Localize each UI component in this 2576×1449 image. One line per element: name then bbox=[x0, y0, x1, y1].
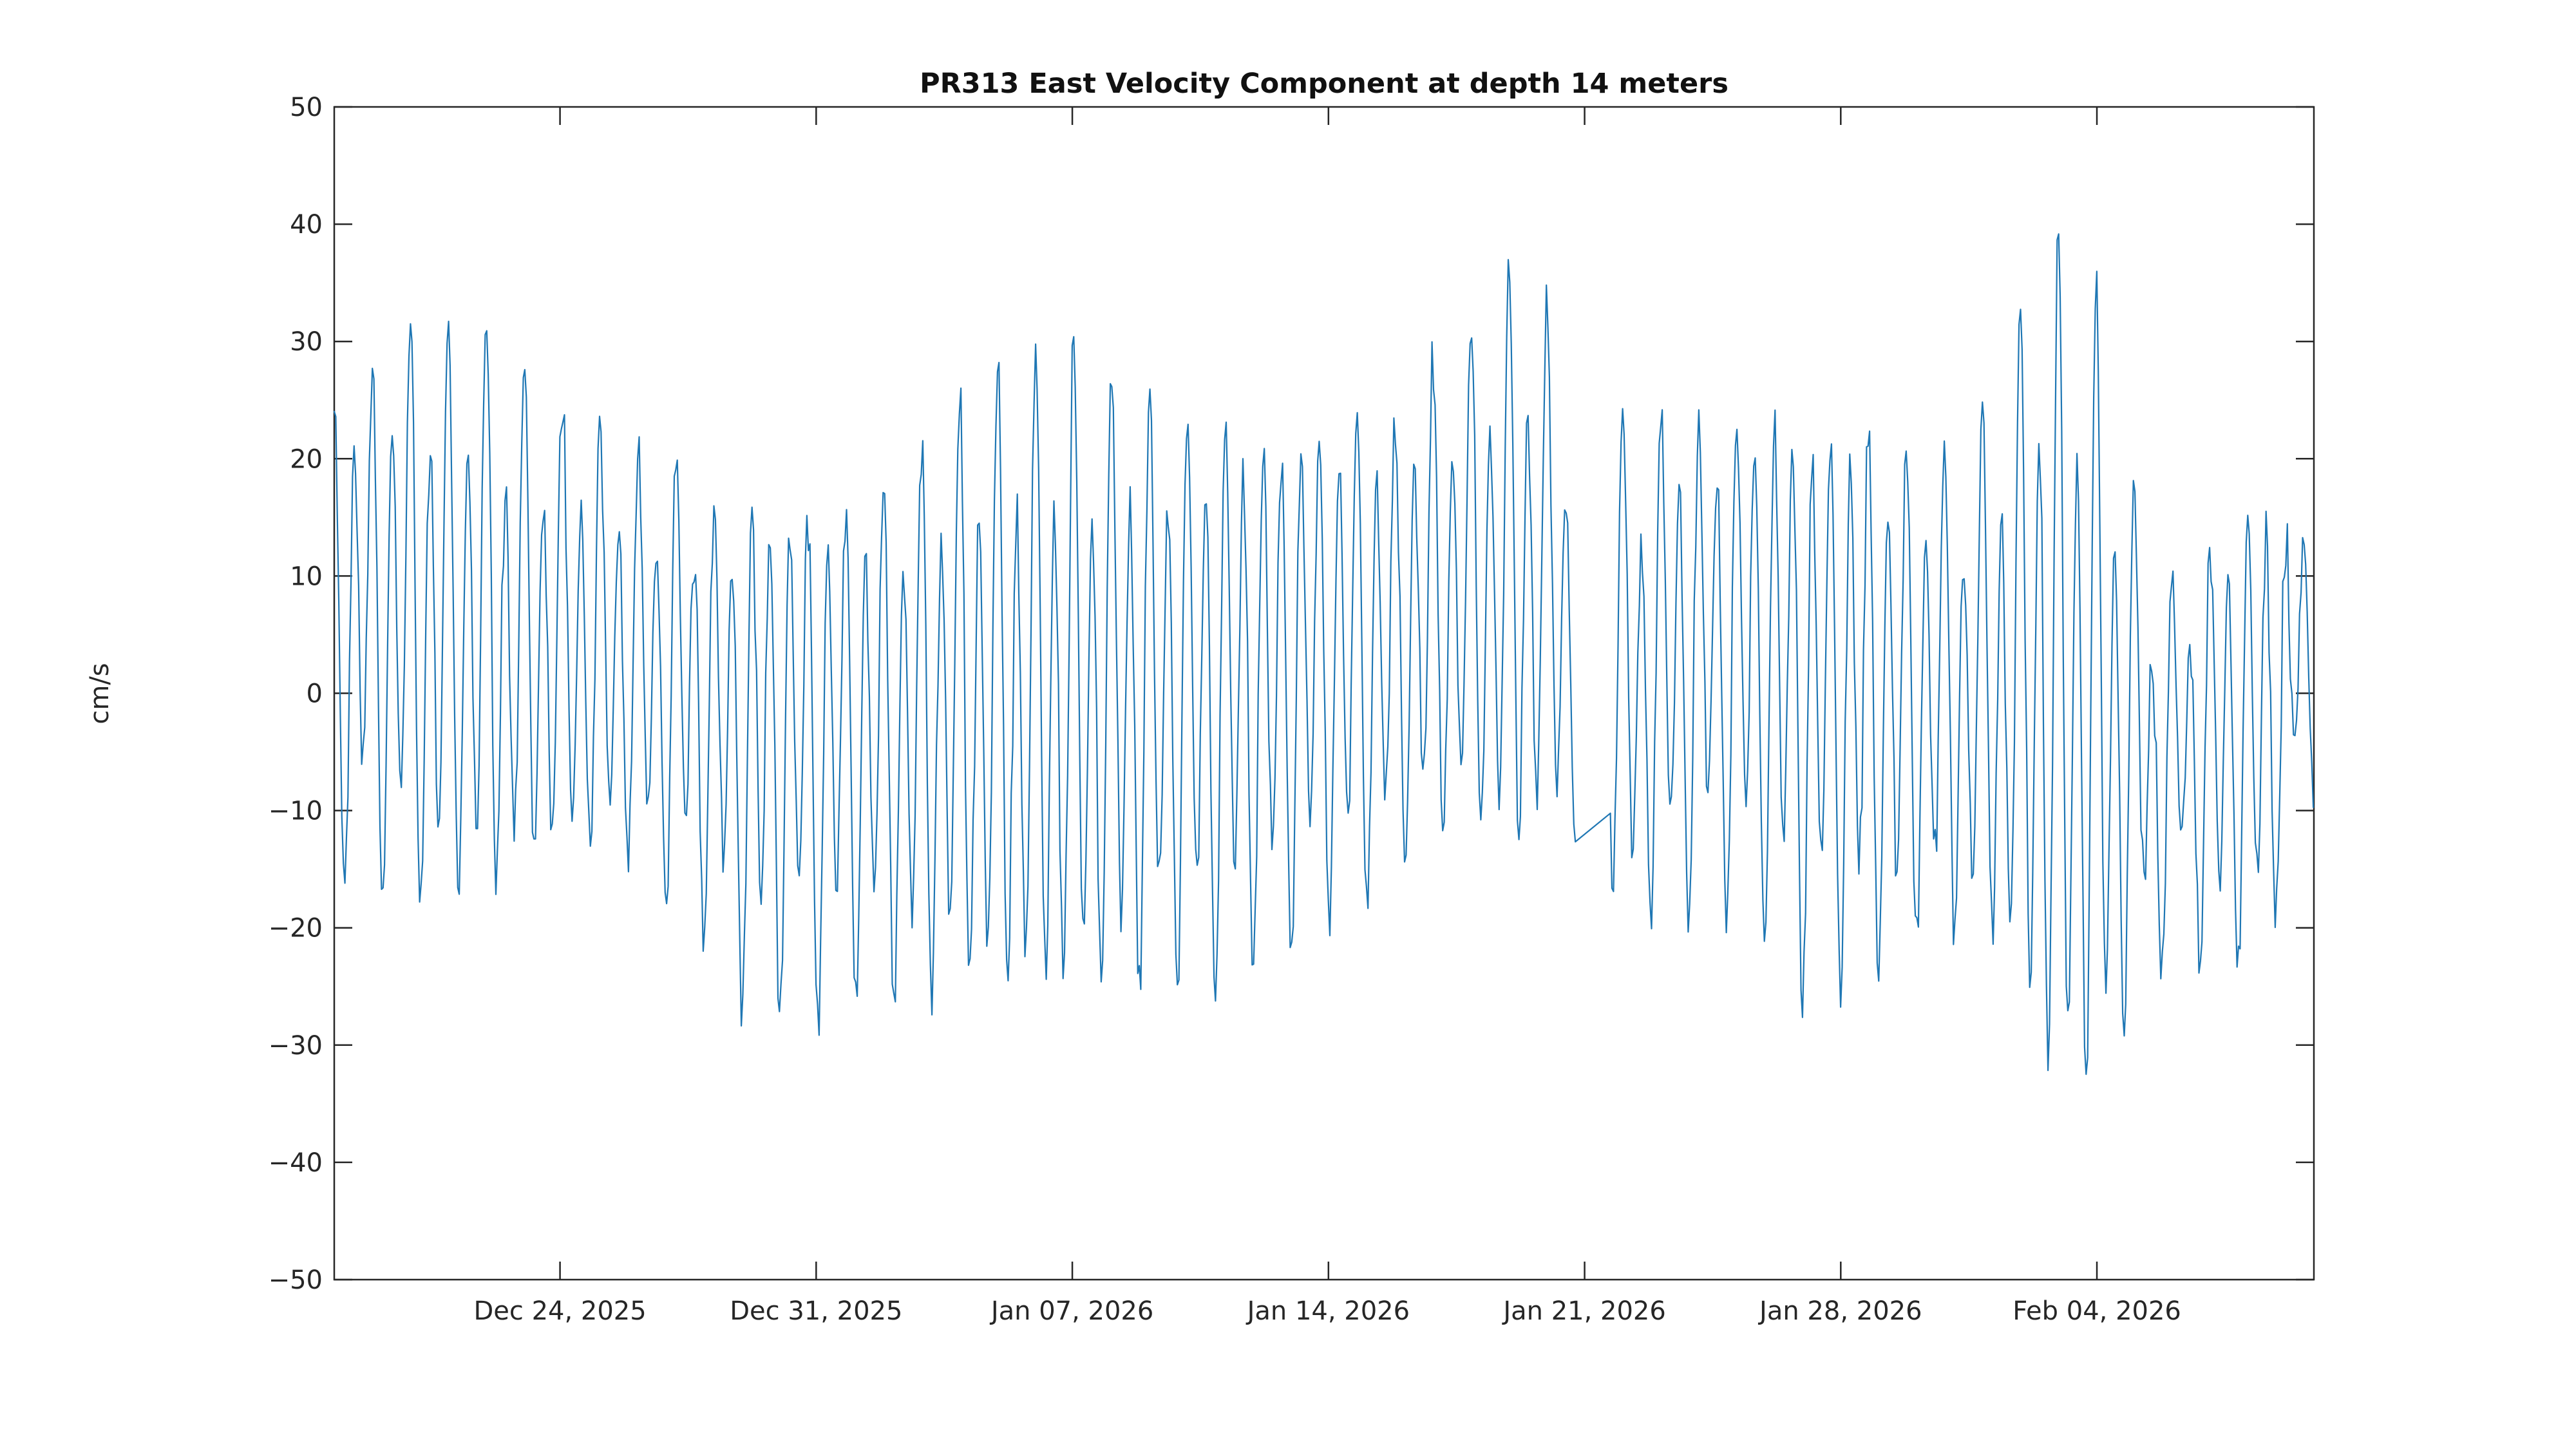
velocity-line bbox=[333, 233, 2315, 1075]
x-axis-tick-labels: Dec 24, 2025 Dec 31, 2025 Jan 07, 2026 Jan … bbox=[473, 1296, 2181, 1326]
y-tick-label: −50 bbox=[269, 1265, 323, 1295]
x-tick-label: Jan 28, 2026 bbox=[1757, 1296, 1922, 1326]
y-tick-label: −20 bbox=[269, 914, 323, 943]
chart-title: PR313 East Velocity Component at depth 1… bbox=[920, 68, 1728, 100]
y-tick-label: 50 bbox=[290, 93, 323, 122]
y-axis-tick-labels: 50 40 30 20 10 0 −10 −20 −30 −40 −50 bbox=[269, 93, 323, 1295]
y-axis-label: cm/s bbox=[85, 663, 115, 724]
axis-ticks bbox=[334, 106, 2314, 1281]
y-tick-label: −30 bbox=[269, 1031, 323, 1061]
x-tick-label: Dec 24, 2025 bbox=[473, 1296, 646, 1326]
y-tick-label: 0 bbox=[307, 679, 323, 709]
x-tick-label: Jan 14, 2026 bbox=[1245, 1296, 1410, 1326]
x-tick-label: Dec 31, 2025 bbox=[730, 1296, 902, 1326]
x-tick-label: Feb 04, 2026 bbox=[2012, 1296, 2181, 1326]
y-tick-label: 20 bbox=[290, 444, 323, 474]
y-tick-label: 10 bbox=[290, 562, 323, 591]
x-tick-label: Jan 21, 2026 bbox=[1501, 1296, 1666, 1326]
x-tick-label: Jan 07, 2026 bbox=[989, 1296, 1154, 1326]
y-tick-label: −40 bbox=[269, 1148, 323, 1178]
y-tick-label: 30 bbox=[290, 327, 323, 357]
y-tick-label: 40 bbox=[290, 210, 323, 240]
y-tick-label: −10 bbox=[269, 797, 323, 826]
